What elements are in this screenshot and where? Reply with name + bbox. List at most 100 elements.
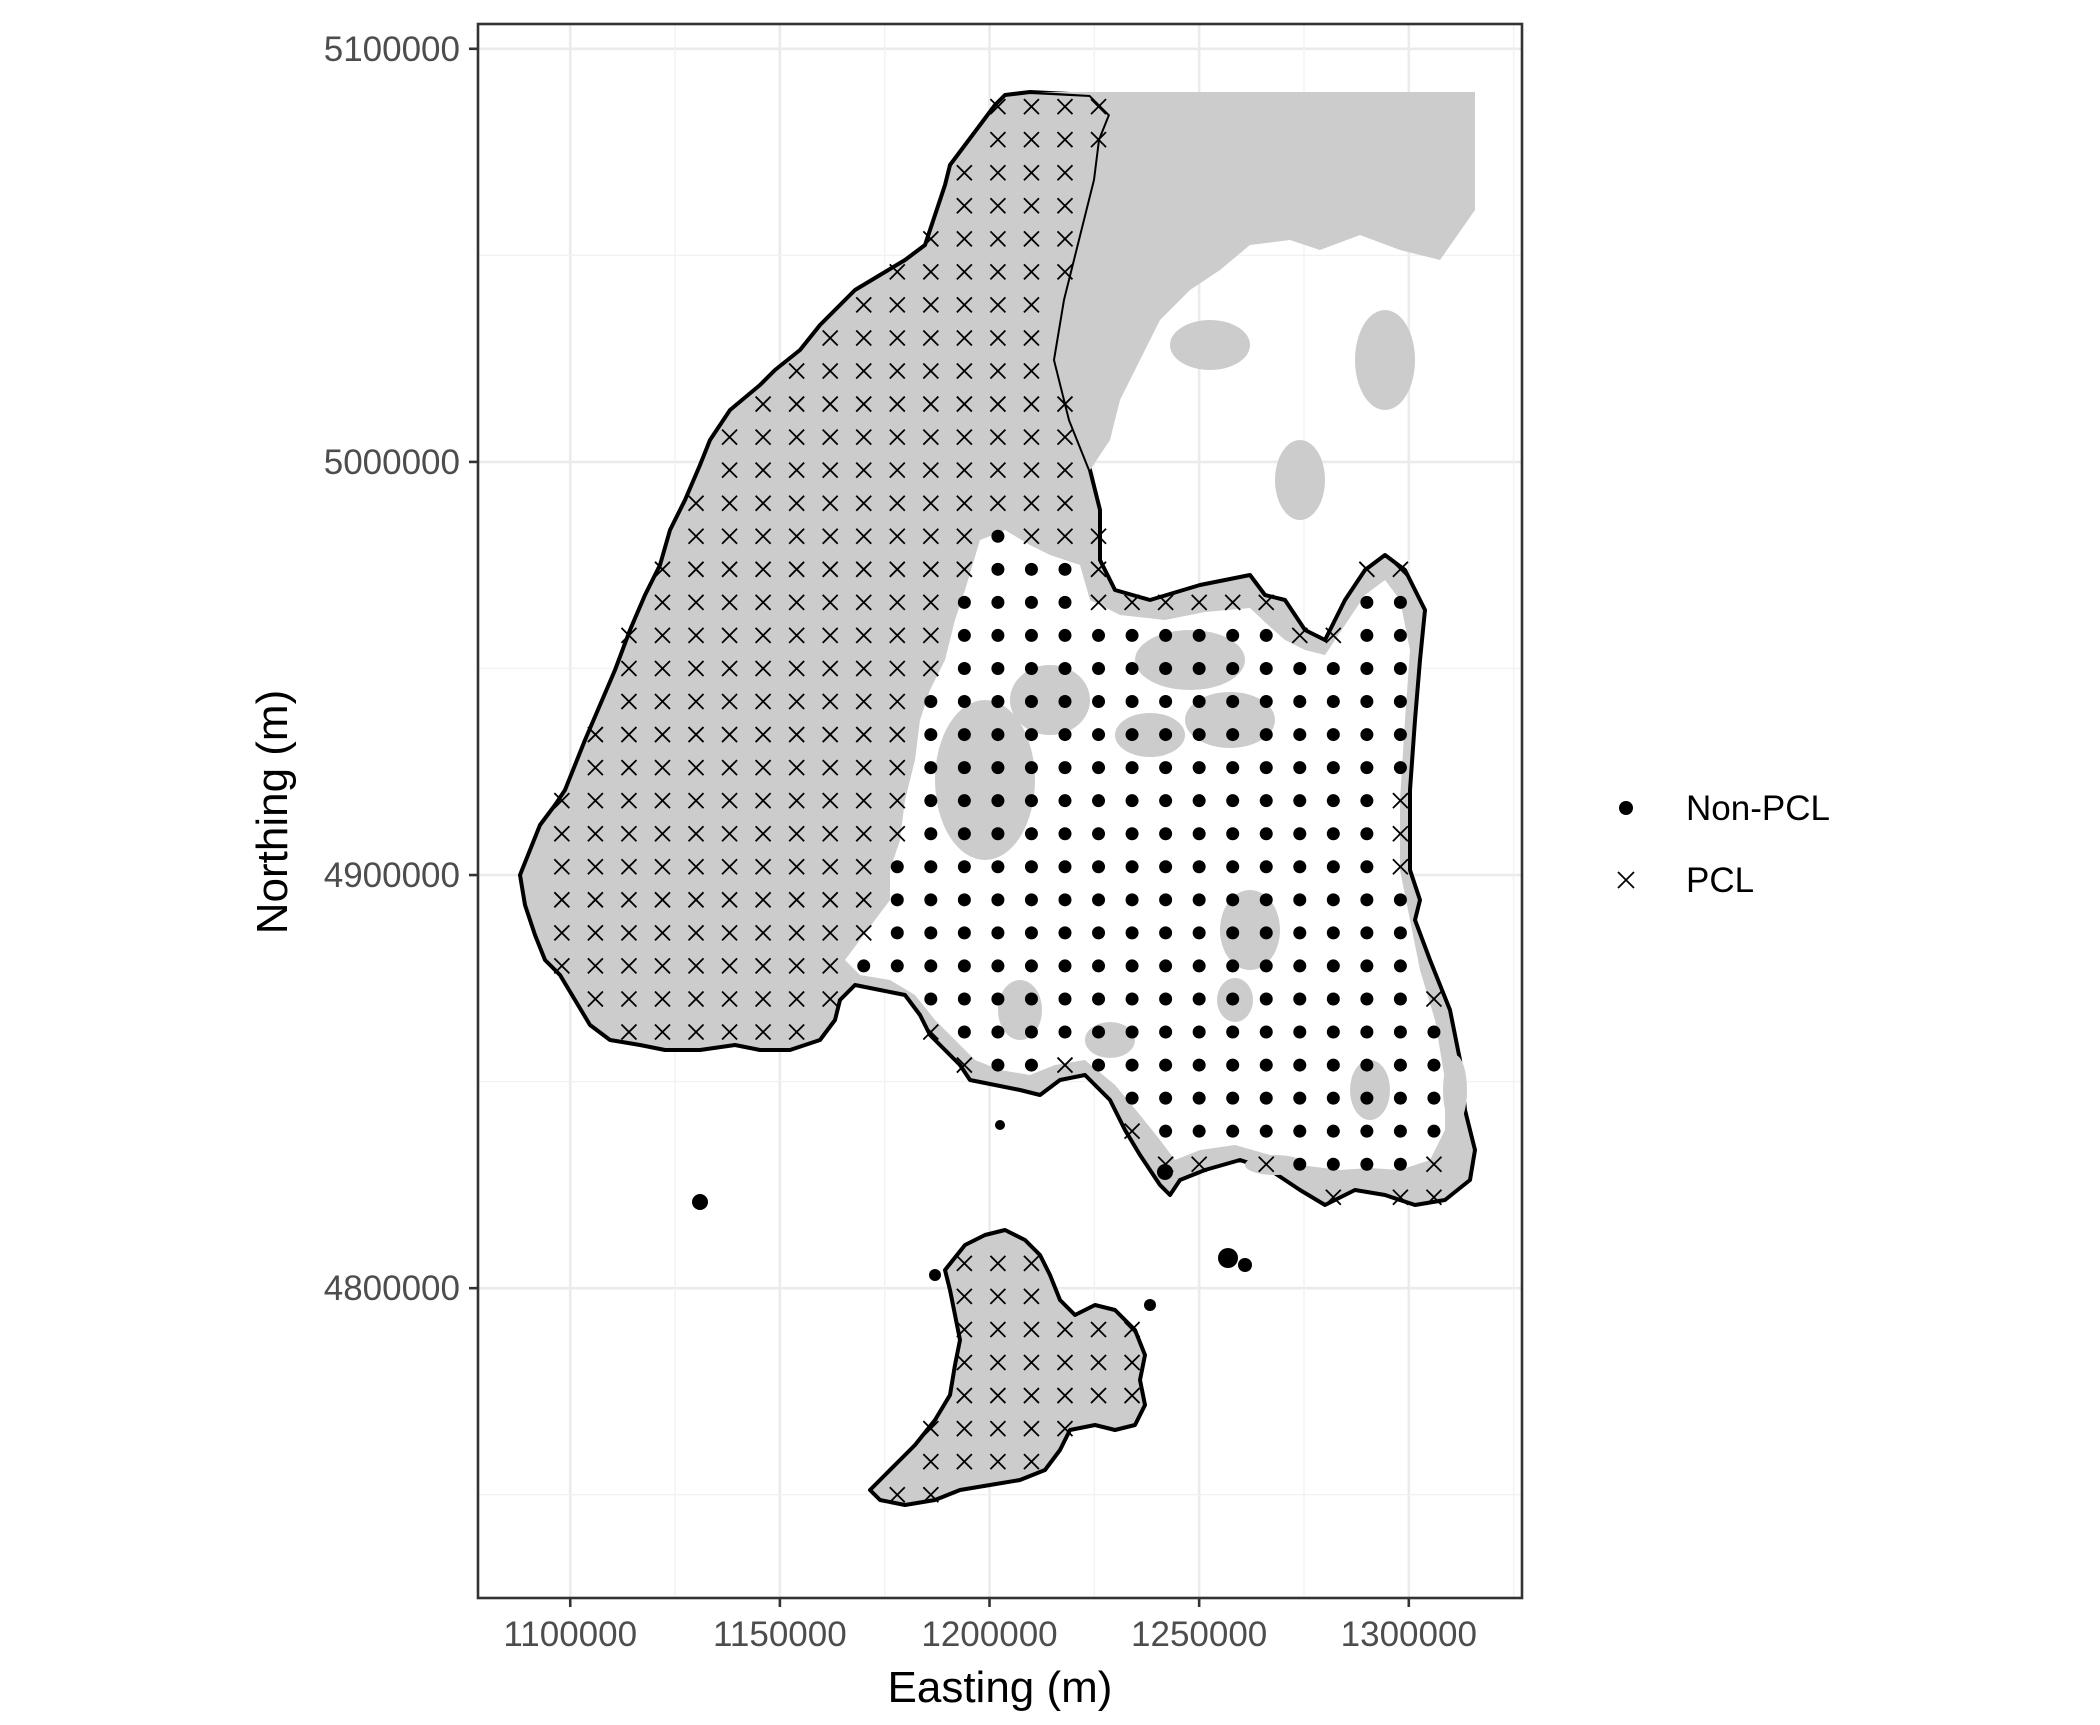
point-pcl xyxy=(1023,495,1040,512)
point-pcl xyxy=(1291,627,1308,644)
inland-patch xyxy=(1185,692,1275,748)
point-non-pcl xyxy=(1024,595,1038,609)
point-non-pcl xyxy=(1192,1091,1206,1105)
point-pcl xyxy=(1392,1189,1409,1206)
point-pcl xyxy=(1056,197,1074,214)
point-pcl xyxy=(1023,1255,1040,1272)
point-pcl xyxy=(855,296,872,314)
point-pcl xyxy=(822,891,839,908)
point-non-pcl xyxy=(1159,959,1173,973)
point-non-pcl xyxy=(1192,761,1206,775)
point-pcl xyxy=(1056,428,1074,446)
point-pcl xyxy=(721,726,738,743)
point-pcl xyxy=(1023,1453,1040,1470)
point-pcl xyxy=(855,462,872,479)
point-non-pcl xyxy=(1192,794,1206,808)
point-pcl xyxy=(989,362,1007,380)
point-pcl xyxy=(654,858,671,875)
point-pcl xyxy=(889,594,906,611)
point-pcl xyxy=(1392,792,1409,809)
point-non-pcl xyxy=(991,529,1005,543)
point-pcl xyxy=(788,594,805,611)
point-pcl xyxy=(620,759,638,776)
point-pcl xyxy=(754,528,772,545)
point-non-pcl xyxy=(1360,761,1374,775)
point-pcl xyxy=(754,990,772,1008)
point-pcl xyxy=(721,428,738,446)
point-pcl xyxy=(822,825,839,842)
point-non-pcl xyxy=(1192,1058,1206,1072)
point-pcl xyxy=(788,825,805,842)
point-non-pcl xyxy=(1326,827,1340,841)
point-non-pcl xyxy=(1326,992,1340,1006)
point-pcl xyxy=(788,561,805,578)
point-non-pcl xyxy=(1326,661,1340,675)
legend-label: Non-PCL xyxy=(1686,789,1830,828)
point-non-pcl xyxy=(1192,926,1206,940)
point-pcl xyxy=(788,660,805,677)
point-non-pcl xyxy=(1125,959,1139,973)
point-non-pcl xyxy=(1159,1124,1173,1138)
point-pcl xyxy=(654,891,671,908)
point-pcl xyxy=(754,726,772,743)
point-pcl xyxy=(822,726,839,743)
point-pcl xyxy=(855,858,872,875)
point-pcl xyxy=(1023,462,1040,479)
point-pcl xyxy=(1056,98,1074,115)
x-tick-label: 1300000 xyxy=(1341,1615,1477,1654)
point-pcl xyxy=(1090,1387,1107,1404)
point-pcl xyxy=(788,792,805,809)
point-non-pcl xyxy=(1058,1025,1072,1039)
point-non-pcl xyxy=(1360,628,1374,642)
point-pcl xyxy=(620,858,638,875)
point-pcl xyxy=(855,759,872,776)
point-pcl xyxy=(1425,1189,1443,1206)
point-pcl xyxy=(654,990,671,1008)
point-non-pcl xyxy=(1360,827,1374,841)
point-non-pcl xyxy=(1226,992,1240,1006)
point-pcl xyxy=(1191,594,1208,611)
point-pcl xyxy=(922,495,939,512)
x-tick-label: 1250000 xyxy=(1131,1615,1267,1654)
point-non-pcl xyxy=(1024,628,1038,642)
point-pcl xyxy=(822,495,839,512)
point-pcl xyxy=(855,825,872,842)
point-pcl xyxy=(822,792,839,809)
point-non-pcl xyxy=(1293,860,1307,874)
point-non-pcl xyxy=(1326,893,1340,907)
point-pcl xyxy=(956,1288,973,1305)
point-non-pcl xyxy=(1360,893,1374,907)
islet xyxy=(692,1194,708,1210)
point-pcl xyxy=(721,990,738,1008)
point-non-pcl xyxy=(1393,926,1407,940)
point-pcl xyxy=(754,891,772,908)
point-pcl xyxy=(956,296,973,314)
point-non-pcl xyxy=(1092,628,1106,642)
point-non-pcl xyxy=(1159,860,1173,874)
point-non-pcl xyxy=(1326,761,1340,775)
y-axis-title: Northing (m) xyxy=(248,690,297,935)
point-non-pcl xyxy=(924,959,938,973)
inland-patch xyxy=(1010,665,1090,735)
point-non-pcl xyxy=(1159,893,1173,907)
point-non-pcl xyxy=(1360,794,1374,808)
inland-patch xyxy=(935,700,1035,860)
point-non-pcl xyxy=(1360,1124,1374,1138)
point-pcl xyxy=(620,891,638,908)
point-pcl xyxy=(956,395,973,413)
point-pcl xyxy=(721,660,738,677)
point-non-pcl xyxy=(1226,893,1240,907)
point-non-pcl xyxy=(1226,1025,1240,1039)
point-pcl xyxy=(889,825,906,842)
point-pcl xyxy=(922,296,939,314)
outside-land-patch xyxy=(1395,130,1435,220)
outside-land-patch xyxy=(1275,440,1325,520)
point-pcl xyxy=(754,428,772,446)
point-pcl xyxy=(553,957,570,975)
point-non-pcl xyxy=(957,661,971,675)
point-pcl xyxy=(721,759,738,776)
point-pcl xyxy=(989,1453,1007,1470)
point-pcl xyxy=(1056,462,1074,479)
point-pcl xyxy=(1023,1387,1040,1404)
point-pcl xyxy=(822,858,839,875)
